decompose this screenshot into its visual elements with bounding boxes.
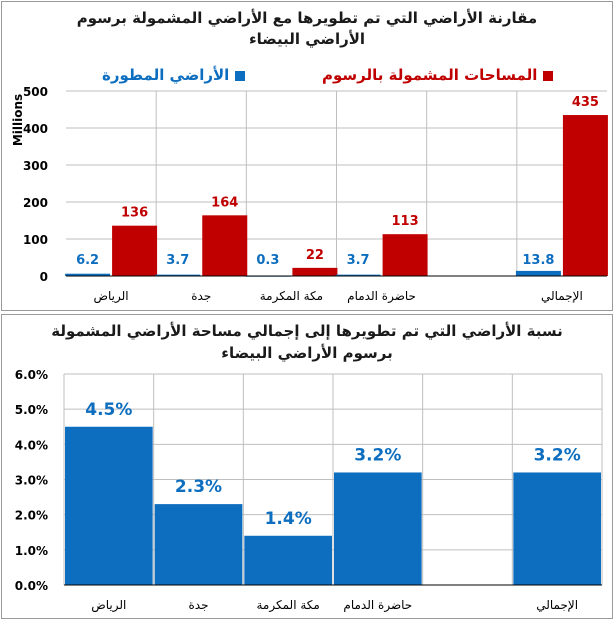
legend-item-developed: الأراضي المطورة <box>102 66 246 84</box>
data-label-developed: 6.2 <box>76 253 99 268</box>
bar-developed <box>515 270 561 276</box>
chart2-category-label: الإجمالي <box>536 598 578 612</box>
legend-label-covered: المساحات المشمولة بالرسوم <box>322 66 538 84</box>
chart2-ytick-label: 3.0% <box>15 474 48 488</box>
chart1-ytick-label: 0 <box>40 270 48 284</box>
bar-ratio <box>513 472 601 585</box>
bar-covered <box>202 215 248 276</box>
chart1-category-label: الرياض <box>94 289 129 304</box>
legend-label-developed: الأراضي المطورة <box>102 66 230 84</box>
chart1-ytick-label: 500 <box>23 85 48 99</box>
bar-ratio <box>244 535 332 585</box>
bar-ratio <box>154 504 243 585</box>
chart2-ytick-label: 4.0% <box>15 438 48 452</box>
comparison-chart-panel: مقارنة الأراضي التي تم تطويرها مع الأراض… <box>1 1 613 311</box>
bar-developed <box>155 274 201 276</box>
chart1-title-line1: مقارنة الأراضي التي تم تطويرها مع الأراض… <box>76 9 538 27</box>
data-label-developed: 3.7 <box>166 253 189 268</box>
chart2-title-line1: نسبة الأراضي التي تم تطويرها إلى إجمالي … <box>51 322 563 340</box>
chart1-category-label: جدة <box>191 289 211 303</box>
data-label-ratio: 4.5% <box>85 400 132 420</box>
chart2-category-label: مكة المكرمة <box>256 598 319 613</box>
chart2-ytick-label: 0.0% <box>15 579 48 593</box>
chart2-category-label: جدة <box>188 598 208 612</box>
bar-ratio <box>334 472 422 585</box>
data-label-covered: 164 <box>211 195 238 210</box>
chart2-title-line2: برسوم الأراضي البيضاء <box>221 344 393 362</box>
chart2-plot: 4.5% 2.3% 1.4% 3.2% 3.2% 0.0% 1.0% 2.0% 3.0% 4.0… <box>15 368 603 613</box>
chart1-category-label: مكة المكرمة <box>260 289 323 304</box>
chart1-ytick-label: 200 <box>23 196 48 210</box>
data-label-covered: 136 <box>121 206 148 221</box>
bar-covered <box>112 225 158 276</box>
chart1-ytick-label: 400 <box>23 122 48 136</box>
bar-covered <box>382 234 428 276</box>
legend-item-covered: المساحات المشمولة بالرسوم <box>322 66 554 84</box>
bar-covered <box>562 115 608 276</box>
data-label-ratio: 3.2% <box>354 445 401 465</box>
data-label-ratio: 2.3% <box>175 477 222 497</box>
chart1-category-label: حاضرة الدمام <box>347 289 416 304</box>
chart2-category-label: الرياض <box>91 598 126 613</box>
chart2-category-label: حاضرة الدمام <box>343 598 412 613</box>
chart2-ytick-label: 1.0% <box>15 544 48 558</box>
data-label-ratio: 3.2% <box>534 445 581 465</box>
data-label-covered: 22 <box>306 248 324 263</box>
chart1-category-label: الإجمالي <box>541 289 583 303</box>
chart1-ytick-label: 100 <box>23 233 48 247</box>
data-label-ratio: 1.4% <box>265 509 312 529</box>
chart1-plot: 6.2 136 3.7 164 0.3 22 3.7 113 13.8 435 0 100 200 30… <box>11 85 608 304</box>
chart1-y-axis-label: Millions <box>11 94 25 146</box>
data-label-developed: 3.7 <box>347 253 370 268</box>
data-label-developed: 13.8 <box>522 253 554 268</box>
chart1-title-line2: الأراضي البيضاء <box>248 30 366 48</box>
chart1-ytick-label: 300 <box>23 159 48 173</box>
legend-swatch-covered <box>543 70 554 81</box>
data-label-covered: 113 <box>392 214 419 229</box>
bar-covered <box>292 267 338 276</box>
chart2-ytick-label: 5.0% <box>15 403 48 417</box>
ratio-chart-panel: نسبة الأراضي التي تم تطويرها إلى إجمالي … <box>1 314 613 619</box>
bar-developed <box>335 274 381 276</box>
bar-ratio <box>65 426 153 585</box>
data-label-developed: 0.3 <box>256 253 279 268</box>
chart2-ytick-label: 2.0% <box>15 509 48 523</box>
legend-swatch-developed <box>235 70 246 81</box>
bar-developed <box>65 273 111 276</box>
chart2-ytick-label: 6.0% <box>15 368 48 382</box>
data-label-covered: 435 <box>572 95 599 110</box>
